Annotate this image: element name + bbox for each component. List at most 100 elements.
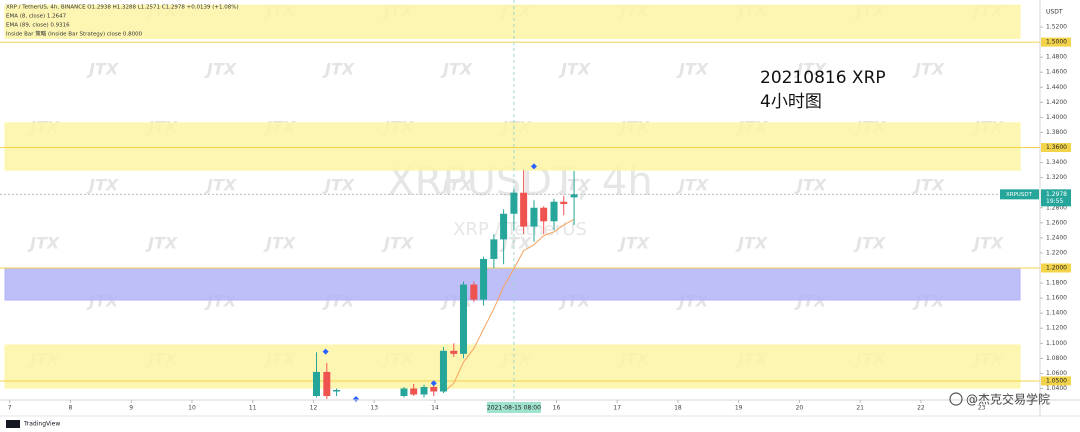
y-tick-label: 1.2800 xyxy=(1046,204,1067,211)
zone xyxy=(4,267,1021,301)
watermark: JTX xyxy=(794,60,827,79)
logo-mark xyxy=(6,420,20,428)
y-tick-label: 1.1600 xyxy=(1046,295,1067,302)
level-label-bg xyxy=(1041,143,1071,153)
credit-icon xyxy=(949,392,963,406)
watermark: JTX xyxy=(853,234,886,253)
level-label: 1.0500 xyxy=(1046,377,1067,384)
y-tick-label: 1.0600 xyxy=(1046,370,1067,377)
watermark: JTX xyxy=(204,176,237,195)
y-tick-label: 1.2600 xyxy=(1046,219,1067,226)
candle-body xyxy=(323,371,331,397)
candle-body xyxy=(520,192,528,227)
credit: @杰克交易学院 xyxy=(966,392,1050,407)
level-label-bg xyxy=(1041,37,1071,47)
y-tick-label: 1.2400 xyxy=(1046,234,1067,241)
watermark: JTX xyxy=(86,176,119,195)
x-tick-label: 22 xyxy=(917,405,925,412)
level-label-bg xyxy=(1041,376,1071,386)
x-tick-label: 14 xyxy=(431,405,439,412)
level-label: 1.2000 xyxy=(1046,264,1067,271)
signal-marker xyxy=(530,163,537,170)
last-price-tag: XRPUSDT xyxy=(1006,192,1033,198)
x-tick-label: 10 xyxy=(188,405,196,412)
candle-body xyxy=(530,207,538,227)
y-tick-label: 1.4600 xyxy=(1046,69,1067,76)
legend-line: XRP / TetherUS, 4h, BINANCE O1.2938 H1.3… xyxy=(6,5,239,11)
branding: TradingView xyxy=(23,421,60,428)
x-tick-label: 17 xyxy=(613,405,621,412)
watermark: JTX xyxy=(676,176,709,195)
watermark: JTX xyxy=(86,60,119,79)
watermark: JTX xyxy=(204,60,237,79)
candle-body xyxy=(420,386,428,395)
watermark: JTX xyxy=(499,234,532,253)
watermark: JTX xyxy=(440,176,473,195)
y-tick-label: 1.3800 xyxy=(1046,129,1067,136)
candle-body xyxy=(312,371,320,397)
watermark: JTX xyxy=(322,176,355,195)
watermark: JTX xyxy=(440,60,473,79)
legend-line: Inside Bar 策略 (Inside Bar Strategy) clos… xyxy=(6,30,143,38)
last-price-label: 1.2978 xyxy=(1046,191,1067,198)
countdown: 19:55 xyxy=(1046,198,1063,205)
candle-body xyxy=(400,388,408,397)
y-tick-label: 1.1000 xyxy=(1046,340,1067,347)
y-tick-label: 1.1200 xyxy=(1046,325,1067,332)
y-tick-label: 1.1400 xyxy=(1046,310,1067,317)
watermark: JTX xyxy=(27,234,60,253)
candle-body xyxy=(450,350,458,354)
candle-body xyxy=(570,194,578,198)
x-tick-label: 9 xyxy=(129,405,133,412)
axis-unit: USDT xyxy=(1046,9,1063,16)
candle-body xyxy=(470,284,478,300)
x-tick-label: 8 xyxy=(69,405,73,412)
last-price-tag-bg xyxy=(1000,189,1039,200)
candle-body xyxy=(500,213,508,240)
x-tick-label: 23 xyxy=(978,405,986,412)
y-tick-label: 1.2200 xyxy=(1046,249,1067,256)
x-tick-label: 7 xyxy=(8,405,12,412)
candle-body xyxy=(490,239,498,259)
legend-line: EMA (8, close) 1.2647 xyxy=(6,14,67,20)
x-tick-label: 18 xyxy=(674,405,682,412)
candle-body xyxy=(540,207,548,222)
candle-body xyxy=(480,258,488,300)
candle-body xyxy=(550,201,558,222)
x-tick-label: 21 xyxy=(856,405,864,412)
signal-marker xyxy=(430,380,437,387)
annotation: 20210816 XRP xyxy=(760,68,886,88)
y-tick-label: 1.3400 xyxy=(1046,159,1067,166)
zone xyxy=(4,344,1021,389)
x-tick-label: 20 xyxy=(796,405,804,412)
symbol-subtitle: XRP / TetherUS xyxy=(453,219,587,240)
candle-body xyxy=(510,192,518,214)
watermark: JTX xyxy=(735,234,768,253)
watermark: JTX xyxy=(676,60,709,79)
watermark: JTX xyxy=(322,60,355,79)
y-tick-label: 1.4000 xyxy=(1046,114,1067,121)
y-tick-label: 1.3200 xyxy=(1046,174,1067,181)
tradingview-logo xyxy=(6,420,20,428)
watermark: JTX xyxy=(912,176,945,195)
watermark: JTX xyxy=(145,234,178,253)
x-tick-label: 13 xyxy=(370,405,378,412)
level-label: 1.3600 xyxy=(1046,144,1067,151)
credit-badge xyxy=(949,392,963,406)
watermark: JTX xyxy=(617,234,650,253)
signal-marker xyxy=(352,396,359,403)
last-price-label-bg xyxy=(1041,189,1071,207)
watermark: JTX xyxy=(971,234,1004,253)
zone xyxy=(4,4,1021,39)
candle-body xyxy=(410,388,418,395)
axis-layer: XRP / TetherUS, 4h, BINANCE O1.2938 H1.3… xyxy=(6,5,1071,413)
watermark: JTX xyxy=(263,234,296,253)
candle-body xyxy=(439,350,447,392)
y-tick-label: 1.4800 xyxy=(1046,54,1067,61)
x-tick-label: 11 xyxy=(249,405,257,412)
zone xyxy=(4,122,1021,171)
watermark: JTX xyxy=(381,234,414,253)
y-tick-label: 1.4200 xyxy=(1046,99,1067,106)
